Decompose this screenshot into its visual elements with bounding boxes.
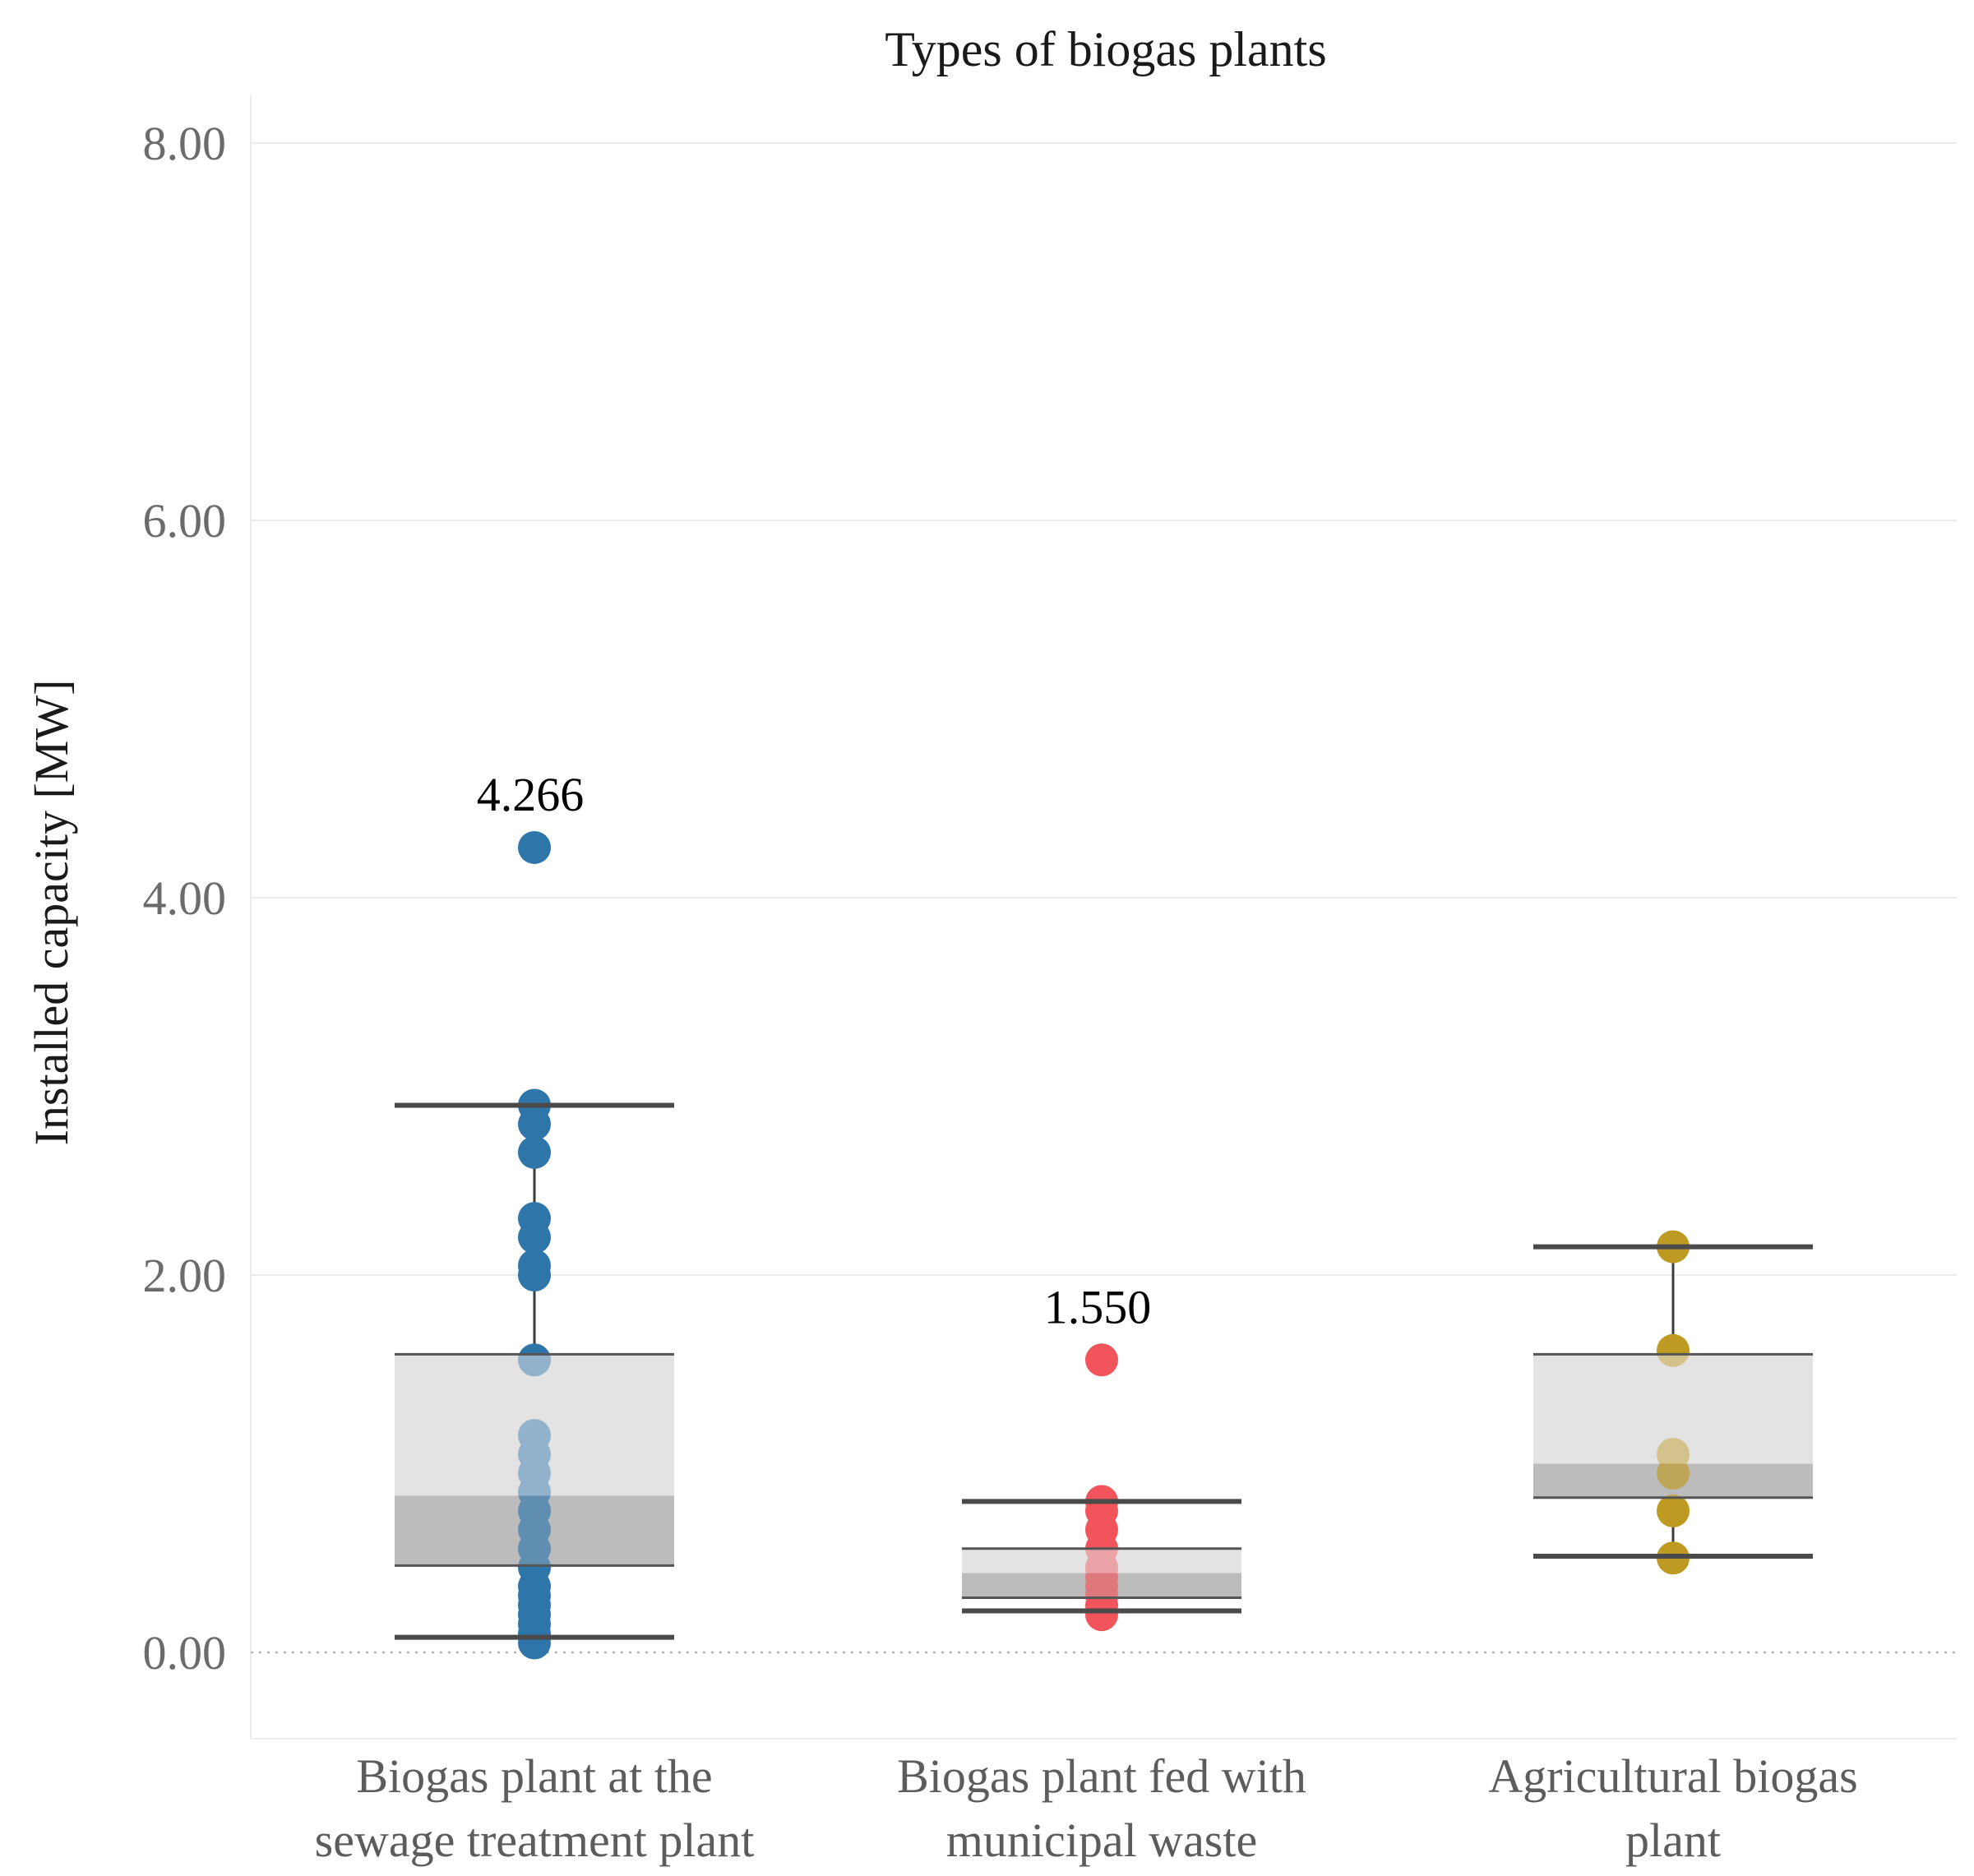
data-point — [518, 1221, 551, 1255]
y-tick-label: 0.00 — [143, 1626, 227, 1680]
x-category-label: plant — [1625, 1814, 1721, 1867]
data-point — [1085, 1343, 1118, 1377]
data-points — [395, 830, 1813, 1660]
chart-title: Types of biogas plants — [885, 22, 1326, 76]
data-point — [518, 1107, 551, 1141]
y-tick-label: 8.00 — [143, 117, 227, 170]
data-point — [518, 1135, 551, 1169]
box-lower-overlay — [962, 1573, 1241, 1598]
x-category-label: sewage treatment plant — [315, 1814, 755, 1867]
x-category-label: Biogas plant fed with — [897, 1749, 1306, 1803]
data-point — [1657, 1494, 1690, 1527]
data-point — [1085, 1598, 1118, 1632]
x-category-label: Agricultural biogas — [1488, 1749, 1857, 1803]
box-lower-overlay — [395, 1495, 674, 1566]
x-category-label: Biogas plant at the — [356, 1749, 712, 1803]
data-point — [518, 830, 551, 864]
data-label: 1.550 — [1044, 1280, 1152, 1333]
y-tick-label: 4.00 — [143, 871, 227, 925]
box-upper-overlay — [1533, 1354, 1813, 1464]
data-label: 4.266 — [477, 768, 585, 821]
data-point — [1657, 1456, 1690, 1490]
y-tick-label: 2.00 — [143, 1249, 227, 1302]
data-point — [518, 1259, 551, 1291]
data-point — [518, 1626, 551, 1660]
y-tick-label: 6.00 — [143, 494, 227, 548]
labels: 0.002.004.006.008.0010.0012.0014.0016.00… — [143, 117, 1858, 1867]
x-category-label: municipal waste — [946, 1814, 1258, 1867]
box-upper-overlay — [962, 1548, 1241, 1573]
box-upper-overlay — [395, 1354, 674, 1496]
y-axis-label: Installed capacity [MW] — [25, 680, 78, 1146]
box-lower-overlay — [1533, 1463, 1813, 1498]
